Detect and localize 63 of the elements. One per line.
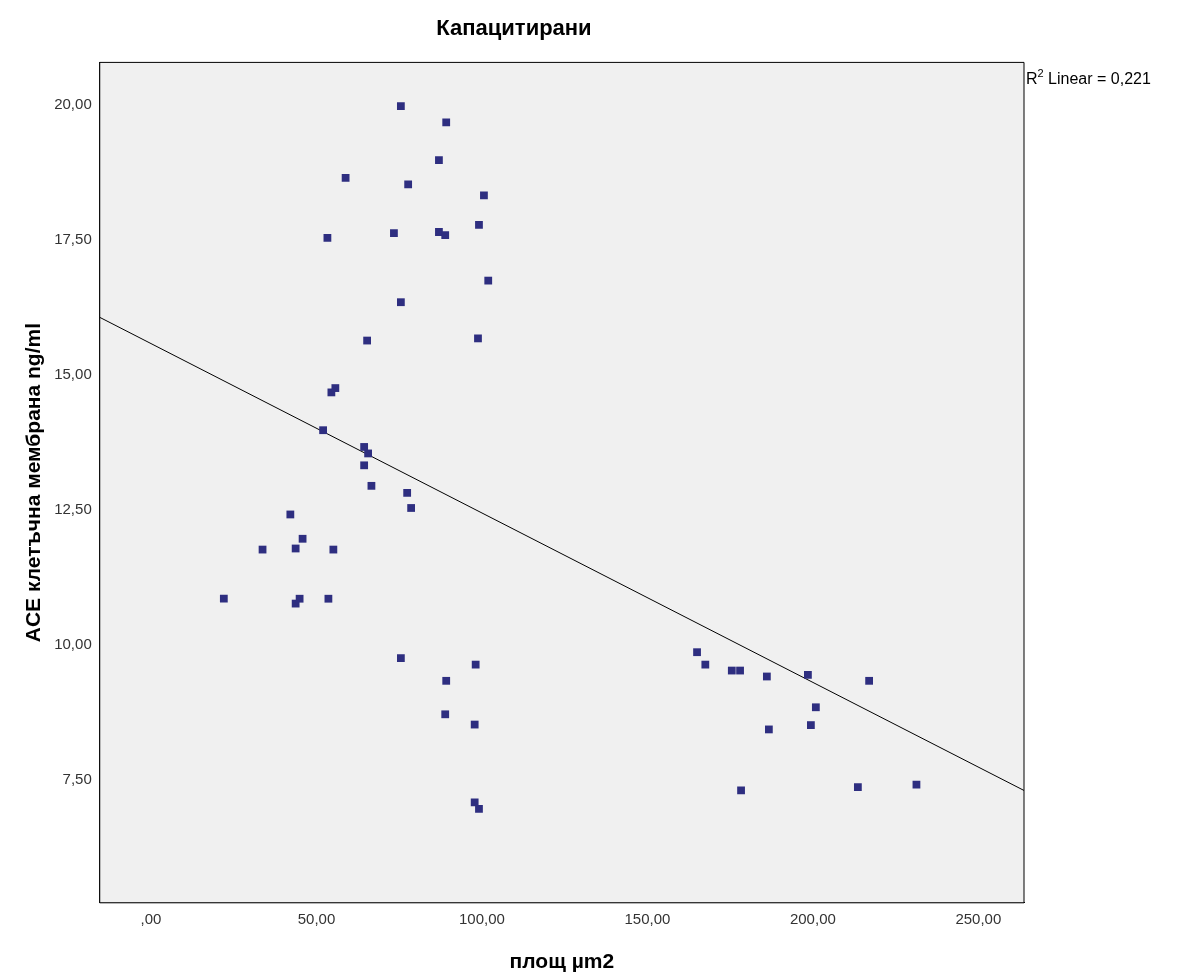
- point: [319, 426, 327, 435]
- point: [470, 720, 479, 729]
- y-tick-label: 12,50: [54, 500, 92, 518]
- point: [471, 660, 480, 669]
- point: [360, 461, 369, 470]
- point: [484, 276, 493, 285]
- y-tick-label: 10,00: [54, 635, 92, 653]
- point: [396, 102, 405, 111]
- point: [737, 786, 745, 795]
- point: [480, 191, 488, 200]
- y-tick-label: 17,50: [54, 230, 92, 248]
- point: [396, 654, 405, 663]
- point: [804, 670, 812, 679]
- point: [404, 180, 413, 189]
- point: [367, 481, 376, 490]
- y-axis-title: ACE клетъчна мембрана ng/ml: [21, 322, 45, 643]
- point: [762, 672, 771, 681]
- point: [811, 703, 820, 712]
- point: [435, 156, 443, 165]
- y-tick-label: 15,00: [54, 365, 92, 383]
- point: [853, 783, 862, 792]
- x-axis-title: площ µm2: [509, 949, 615, 973]
- point: [475, 221, 483, 229]
- point: [324, 594, 333, 603]
- x-tick-label: 150,00: [624, 909, 671, 927]
- chart-title: Капацитирани: [436, 15, 592, 41]
- point: [341, 174, 350, 182]
- point: [701, 660, 710, 669]
- y-tick-label: 20,00: [54, 95, 92, 113]
- y-tick-label: 7,50: [62, 770, 92, 788]
- point: [286, 510, 295, 519]
- point: [727, 666, 736, 675]
- point: [736, 666, 744, 675]
- point: [390, 229, 398, 237]
- x-tick-label: 100,00: [459, 909, 505, 927]
- point: [363, 336, 372, 345]
- point: [298, 534, 307, 543]
- x-tick-label: 200,00: [789, 909, 836, 927]
- point: [865, 676, 874, 685]
- x-tick-label: ,00: [140, 909, 162, 927]
- point: [291, 544, 300, 553]
- point: [442, 676, 451, 685]
- point: [219, 594, 228, 603]
- point: [407, 504, 416, 512]
- point: [807, 721, 815, 729]
- point: [364, 449, 372, 458]
- point: [470, 798, 479, 807]
- point: [442, 118, 451, 127]
- point: [764, 725, 773, 734]
- point: [475, 804, 483, 813]
- point: [403, 488, 412, 497]
- x-tick-label: 50,00: [297, 909, 336, 927]
- point: [441, 231, 450, 240]
- point: [329, 545, 338, 554]
- point: [331, 384, 340, 392]
- x-tick-label: 250,00: [955, 909, 1002, 927]
- point: [295, 594, 304, 603]
- point: [693, 648, 701, 657]
- point: [441, 710, 450, 719]
- point: [360, 443, 369, 451]
- point: [396, 298, 405, 307]
- point: [323, 234, 332, 242]
- point: [474, 334, 482, 343]
